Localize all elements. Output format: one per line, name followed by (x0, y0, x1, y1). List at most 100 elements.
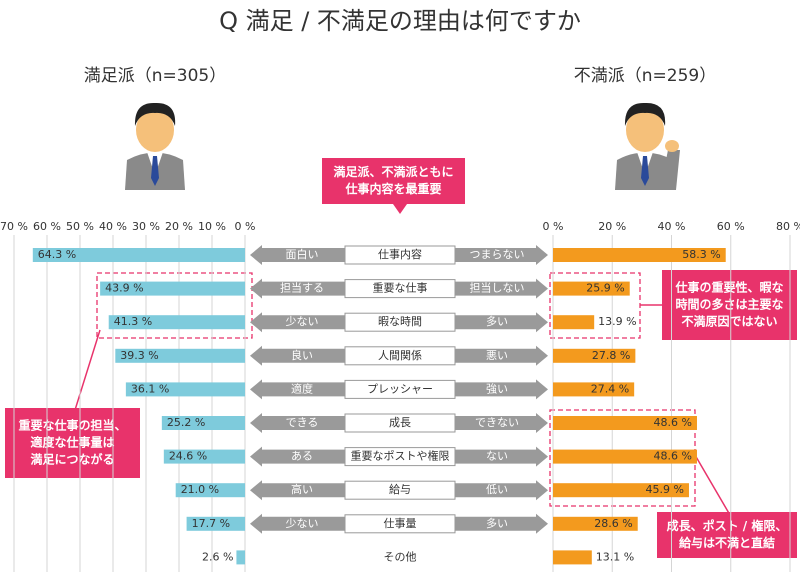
left-label: 高い (291, 482, 313, 496)
right-label: 悪い (486, 349, 508, 362)
x-tick-label: 80 % (776, 220, 800, 233)
right-label: 多い (486, 516, 508, 530)
value-label: 48.6 % (654, 416, 692, 429)
category-label: 暇な時間 (378, 315, 422, 328)
category-box (344, 514, 456, 534)
bar (125, 382, 245, 397)
x-tick-label: 70 % (0, 220, 28, 233)
left-header: 満足派（n=305） (84, 66, 226, 86)
value-label: 48.6 % (654, 450, 692, 463)
category-box (344, 379, 456, 399)
x-tick-label: 60 % (717, 220, 745, 233)
category-box (344, 447, 456, 467)
callout-text: 時間の多さは主要な (675, 297, 783, 312)
bar (553, 382, 635, 397)
bar (553, 483, 689, 498)
value-label: 25.2 % (167, 416, 205, 429)
category-label: その他 (384, 550, 417, 563)
bar (115, 348, 245, 363)
callout-text: 不満原因ではない (681, 314, 777, 329)
x-tick-label: 20 % (598, 220, 626, 233)
bar (163, 449, 245, 464)
bar (175, 483, 245, 498)
bar (553, 315, 595, 330)
x-tick-label: 10 % (198, 220, 226, 233)
value-label: 2.6 % (202, 550, 233, 563)
bar (186, 516, 245, 531)
value-label: 27.8 % (592, 349, 630, 362)
x-tick-label: 0 % (235, 220, 256, 233)
left-label: 少ない (286, 315, 319, 328)
bar (32, 248, 246, 262)
callout-text: 成長、ポスト / 権限、 (667, 518, 788, 533)
category-label: 人間関係 (378, 349, 422, 362)
x-tick-label: 30 % (132, 220, 160, 233)
value-label: 41.3 % (114, 315, 152, 328)
chart-title: Q 満足 / 不満足の理由は何ですか (219, 7, 581, 35)
category-box (344, 480, 456, 500)
callout-text: 重要な仕事の担当、 (18, 418, 126, 433)
left-label: 担当する (280, 281, 324, 295)
bar (553, 416, 697, 430)
value-label: 45.9 % (646, 483, 684, 496)
callout-box (662, 270, 797, 340)
left-label: ある (291, 450, 313, 463)
bar (553, 550, 592, 565)
right-label: できない (475, 416, 519, 429)
left-label: 適度 (291, 381, 313, 395)
bar (108, 315, 246, 330)
category-box (344, 245, 456, 265)
callout-pointer (74, 304, 731, 516)
value-label: 21.0 % (181, 483, 219, 496)
bar (236, 550, 245, 565)
right-header: 不満派（n=259） (574, 66, 716, 86)
left-label: 面白い (286, 247, 319, 261)
x-tick-label: 40 % (99, 220, 127, 233)
bar (161, 416, 245, 430)
value-label: 24.6 % (169, 450, 207, 463)
x-tick-label: 0 % (543, 220, 564, 233)
bar (553, 281, 630, 296)
x-tick-label: 40 % (658, 220, 686, 233)
callout-box (657, 512, 797, 558)
callout-text: 満足派、不満派ともに (333, 164, 453, 179)
left-label: 少ない (286, 517, 319, 530)
right-label: 強い (486, 382, 508, 395)
left-label: 良い (291, 348, 313, 362)
person-icon (615, 102, 680, 190)
value-label: 13.9 % (598, 315, 636, 328)
value-label: 27.4 % (591, 382, 629, 395)
category-label: 成長 (389, 416, 411, 429)
category-label: プレッシャー (367, 382, 433, 395)
value-label: 17.7 % (192, 517, 230, 530)
person-icon (125, 102, 185, 190)
callout-text: 満足につながる (30, 452, 114, 467)
value-label: 28.6 % (594, 517, 632, 530)
callout-box (322, 158, 465, 204)
bar (553, 248, 726, 262)
right-label: 担当しない (470, 281, 525, 295)
category-label: 重要な仕事 (373, 281, 428, 295)
category-label: 重要なポストや権限 (351, 449, 450, 463)
callout-text: 適度な仕事量は (30, 435, 114, 450)
bar (100, 281, 245, 296)
value-label: 43.9 % (105, 282, 143, 295)
x-tick-label: 60 % (33, 220, 61, 233)
right-label: 低い (486, 483, 508, 496)
category-box (344, 413, 456, 433)
category-box (344, 279, 456, 299)
value-label: 13.1 % (596, 550, 634, 563)
right-label: ない (486, 450, 508, 463)
bar (553, 516, 638, 531)
value-label: 36.1 % (131, 382, 169, 395)
right-label: 多い (486, 314, 508, 328)
value-label: 39.3 % (120, 349, 158, 362)
right-label: つまらない (470, 248, 525, 261)
callout-pointer (393, 204, 407, 214)
category-box (344, 312, 456, 332)
value-label: 58.3 % (682, 248, 720, 261)
category-box (344, 346, 456, 366)
category-label: 仕事内容 (378, 247, 422, 261)
callout-box (5, 408, 140, 478)
